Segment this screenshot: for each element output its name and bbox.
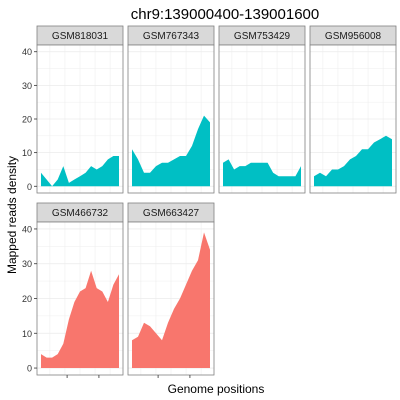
y-tick-label: 30 [22, 259, 32, 269]
facet-strip-label: GSM466732 [52, 208, 109, 219]
series-area [132, 115, 210, 187]
facet-strip-label: GSM818031 [52, 31, 109, 42]
facet-strip-label: GSM753429 [234, 31, 291, 42]
series-area [314, 135, 392, 187]
facet-panel: GSM466732 0 10 20 30 40 [22, 202, 124, 378]
facet-panel: GSM767343 [127, 25, 215, 194]
y-tick-label: 10 [22, 329, 32, 339]
panel-border [309, 44, 397, 194]
y-tick-label: 20 [22, 294, 32, 304]
facet-strip-label: GSM956008 [325, 31, 382, 42]
y-tick-label: 10 [22, 148, 32, 158]
y-axis-label: Mapped reads density [5, 156, 19, 274]
panel-border [218, 44, 306, 194]
y-tick-label: 30 [22, 81, 32, 91]
panel-border [127, 221, 215, 376]
y-tick-label: 0 [27, 182, 32, 192]
y-tick-label: 20 [22, 115, 32, 125]
x-axis-label: Genome positions [168, 382, 265, 396]
series-area [132, 232, 210, 368]
series-area [41, 270, 119, 368]
facet-panel: GSM956008 [309, 25, 397, 194]
facet-strip-label: GSM767343 [143, 31, 200, 42]
facet-panels: GSM818031 0 10 20 30 40 GSM767343 GSM753429 GSM9… [22, 25, 397, 378]
facet-strip-label: GSM663427 [143, 208, 200, 219]
y-tick-label: 40 [22, 224, 32, 234]
facet-panel: GSM818031 0 10 20 30 40 [22, 25, 124, 194]
y-tick-label: 0 [27, 364, 32, 374]
facet-panel: GSM663427 [127, 202, 215, 378]
series-area [41, 156, 119, 187]
y-tick-label: 40 [22, 47, 32, 57]
facet-panel: GSM753429 [218, 25, 306, 194]
panel-border [127, 44, 215, 194]
series-area [223, 159, 301, 187]
chart-title: chr9:139000400-139001600 [131, 6, 320, 23]
